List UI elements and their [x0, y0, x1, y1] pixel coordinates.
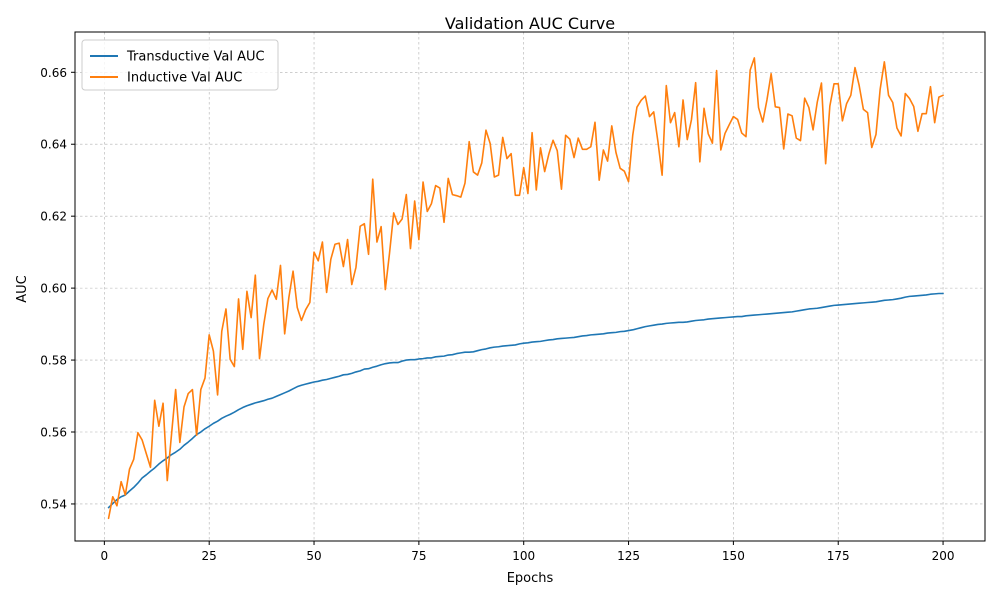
y-tick-label: 0.54	[40, 497, 67, 511]
y-tick-label: 0.62	[40, 210, 67, 224]
x-tick-label: 50	[306, 549, 321, 563]
series-layer	[107, 57, 944, 520]
plot-frame	[74, 31, 986, 542]
legend: Transductive Val AUC Inductive Val AUC	[81, 39, 279, 91]
x-axis-label: Epochs	[507, 571, 554, 586]
legend-box	[81, 39, 279, 91]
series-line-transductive-val-auc	[107, 292, 944, 509]
series-line-inductive-val-auc	[107, 57, 944, 520]
x-tick-label: 25	[202, 549, 217, 563]
x-axis: 0 25 50 75 100 125 150 175 200	[101, 541, 955, 563]
x-tick-label: 0	[101, 549, 109, 563]
legend-label-transductive: Transductive Val AUC	[126, 50, 265, 65]
y-tick-label: 0.64	[40, 138, 67, 152]
x-tick-label: 100	[512, 549, 535, 563]
chart-title: Validation AUC Curve	[445, 14, 615, 33]
y-tick-label: 0.66	[40, 66, 67, 80]
grid	[75, 32, 985, 541]
y-tick-label: 0.58	[40, 354, 67, 368]
x-tick-label: 200	[932, 549, 955, 563]
x-tick-label: 125	[617, 549, 640, 563]
y-axis: 0.54 0.56 0.58 0.60 0.62 0.64 0.66	[40, 66, 75, 511]
y-axis-label: AUC	[15, 275, 30, 303]
y-tick-label: 0.60	[40, 282, 67, 296]
y-tick-label: 0.56	[40, 426, 67, 440]
x-tick-label: 75	[411, 549, 426, 563]
legend-label-inductive: Inductive Val AUC	[127, 71, 242, 86]
x-tick-label: 175	[827, 549, 850, 563]
x-tick-label: 150	[722, 549, 745, 563]
